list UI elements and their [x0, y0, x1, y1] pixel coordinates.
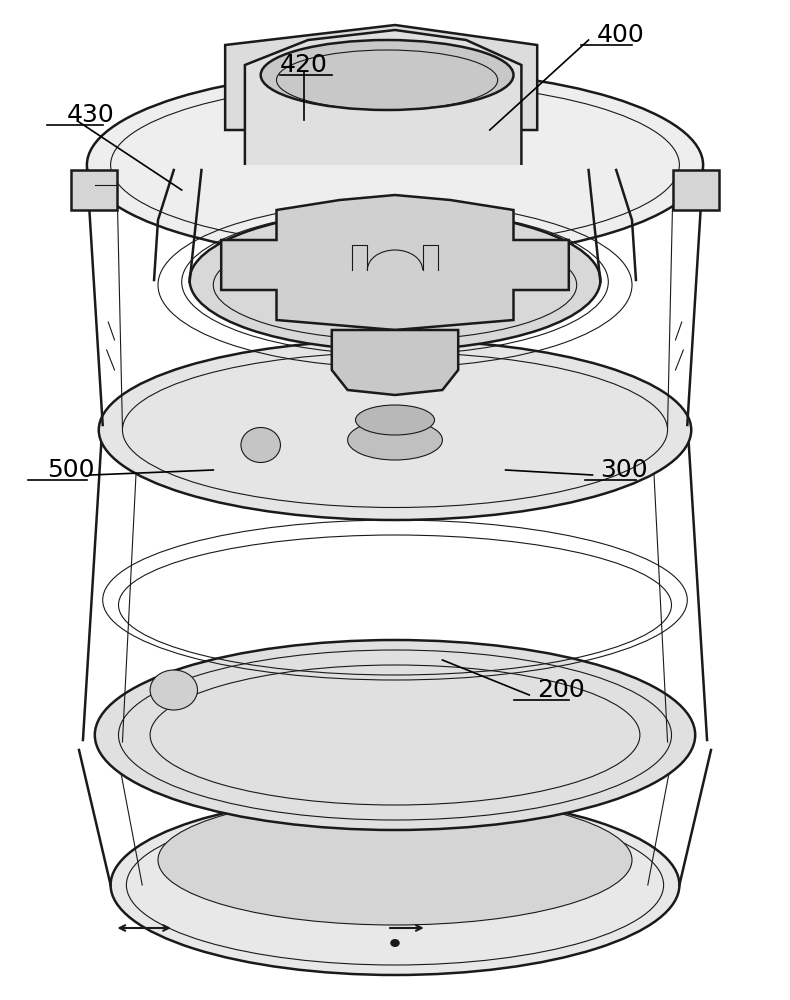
- Polygon shape: [673, 170, 719, 210]
- Ellipse shape: [158, 795, 632, 925]
- Text: 500: 500: [47, 458, 95, 482]
- Polygon shape: [332, 330, 458, 395]
- Polygon shape: [221, 195, 569, 330]
- Polygon shape: [225, 25, 537, 130]
- Text: 420: 420: [280, 53, 328, 77]
- Polygon shape: [71, 170, 117, 210]
- Ellipse shape: [348, 420, 442, 460]
- Ellipse shape: [356, 405, 434, 435]
- Ellipse shape: [390, 939, 400, 947]
- Ellipse shape: [87, 70, 703, 260]
- Text: 430: 430: [67, 103, 115, 127]
- Ellipse shape: [261, 40, 514, 110]
- Ellipse shape: [99, 340, 691, 520]
- Ellipse shape: [111, 795, 679, 975]
- Ellipse shape: [95, 640, 695, 830]
- Ellipse shape: [241, 428, 280, 462]
- PathPatch shape: [245, 30, 521, 165]
- Text: 300: 300: [600, 458, 648, 482]
- Text: 400: 400: [596, 23, 644, 47]
- Text: 200: 200: [537, 678, 585, 702]
- Ellipse shape: [150, 670, 198, 710]
- Ellipse shape: [190, 210, 600, 350]
